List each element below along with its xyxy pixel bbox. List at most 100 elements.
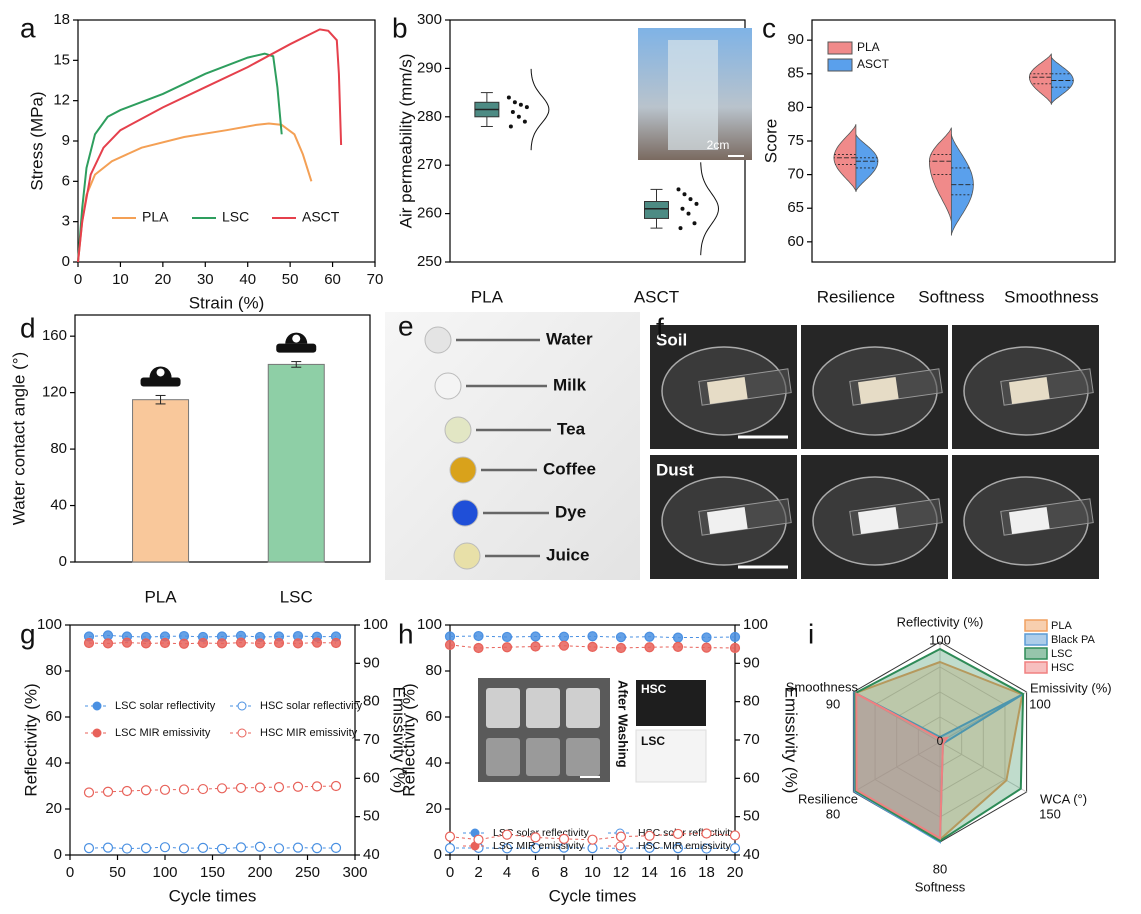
legend-marker bbox=[92, 728, 102, 738]
y-axis-title: Reflectivity (%) bbox=[21, 683, 40, 796]
legend-marker bbox=[615, 841, 625, 851]
data-point bbox=[644, 642, 655, 653]
data-point bbox=[330, 842, 342, 853]
y2-tick-label: 60 bbox=[743, 769, 760, 786]
legend-label: LSC bbox=[1051, 648, 1072, 660]
radar-axis-label: Softness bbox=[915, 879, 966, 894]
y-tick-label: 9 bbox=[62, 132, 70, 149]
category-label: Resilience bbox=[817, 287, 895, 306]
y-tick-label: 80 bbox=[787, 98, 804, 115]
data-point bbox=[644, 842, 655, 853]
bar bbox=[132, 399, 190, 563]
x-tick-label: 0 bbox=[446, 864, 454, 881]
x-tick-label: 2 bbox=[474, 864, 482, 881]
y-tick-label: 15 bbox=[53, 51, 70, 68]
y-tick-label: 100 bbox=[417, 616, 442, 633]
data-point bbox=[729, 642, 741, 654]
x-axis-title: Strain (%) bbox=[189, 293, 265, 312]
y-tick-label: 20 bbox=[45, 800, 62, 817]
inset-cup bbox=[526, 738, 560, 776]
x-tick-label: 40 bbox=[239, 271, 256, 288]
data-point bbox=[587, 631, 598, 642]
data-point bbox=[197, 783, 209, 795]
y-tick-label: 60 bbox=[787, 233, 804, 250]
y-tick-label: 160 bbox=[42, 327, 67, 344]
inset-cup bbox=[526, 688, 560, 728]
data-point bbox=[558, 833, 570, 845]
y-tick-label: 60 bbox=[425, 708, 442, 725]
data-point bbox=[512, 100, 517, 105]
legend-label: PLA bbox=[857, 40, 880, 54]
droplet-label: Water bbox=[546, 329, 593, 348]
legend-swatch bbox=[1024, 619, 1048, 632]
sample bbox=[1008, 376, 1050, 405]
y-axis-title: Air permeability (mm/s) bbox=[396, 54, 415, 229]
y-tick-label: 3 bbox=[62, 213, 70, 230]
y-tick-label: 280 bbox=[417, 108, 442, 125]
data-point bbox=[587, 842, 598, 854]
y2-tick-label: 80 bbox=[363, 693, 380, 710]
panel-letter: g bbox=[20, 618, 36, 649]
y-tick-label: 40 bbox=[50, 497, 67, 514]
droplet-label: Milk bbox=[553, 375, 587, 394]
legend-swatch bbox=[1024, 661, 1048, 674]
droplet bbox=[451, 499, 479, 527]
radar-spoke bbox=[939, 741, 1027, 793]
y-axis-title: Score bbox=[761, 119, 780, 163]
data-point bbox=[692, 221, 697, 226]
legend-label: LSC bbox=[222, 209, 249, 225]
y2-tick-label: 70 bbox=[743, 731, 760, 748]
data-point bbox=[644, 830, 655, 841]
data-point bbox=[506, 95, 511, 100]
distribution-curve bbox=[700, 162, 720, 256]
photo-annotation: 2cm bbox=[707, 138, 730, 152]
x-tick-label: 200 bbox=[247, 864, 272, 881]
box-body bbox=[644, 201, 669, 219]
data-point bbox=[197, 637, 209, 649]
data-point bbox=[558, 640, 570, 651]
data-point bbox=[473, 642, 484, 654]
data-point bbox=[524, 105, 529, 110]
data-point bbox=[615, 831, 627, 842]
y-tick-label: 0 bbox=[59, 553, 67, 570]
y-tick-label: 12 bbox=[53, 92, 70, 109]
y-tick-label: 250 bbox=[417, 253, 442, 270]
sample bbox=[857, 506, 899, 535]
radar-area bbox=[855, 692, 950, 841]
panel-letter: e bbox=[398, 310, 414, 341]
data-point bbox=[694, 201, 699, 206]
data-point bbox=[688, 197, 693, 202]
data-point bbox=[121, 843, 133, 854]
droplet-icon-eye bbox=[292, 334, 301, 343]
y2-tick-label: 100 bbox=[363, 616, 388, 633]
data-point bbox=[615, 632, 627, 643]
y-tick-label: 90 bbox=[787, 31, 804, 48]
x-tick-label: 250 bbox=[295, 864, 320, 881]
data-point bbox=[235, 637, 247, 648]
data-point bbox=[522, 119, 527, 124]
data-point bbox=[273, 782, 285, 793]
legend-marker bbox=[237, 701, 247, 711]
violin-half bbox=[1029, 53, 1052, 105]
x-tick-label: 0 bbox=[66, 864, 74, 881]
radar-max-label: 80 bbox=[826, 806, 840, 821]
x-tick-label: 300 bbox=[342, 864, 367, 881]
data-point bbox=[330, 780, 342, 792]
x-tick-label: 50 bbox=[109, 864, 126, 881]
data-point bbox=[672, 632, 684, 643]
radar-axis-label: Smoothness bbox=[786, 679, 859, 694]
radar-max-label: 150 bbox=[1039, 806, 1061, 821]
data-point bbox=[530, 842, 541, 854]
y-tick-label: 290 bbox=[417, 59, 442, 76]
y2-tick-label: 50 bbox=[743, 808, 760, 825]
y2-axis-title: Emissivity (%) bbox=[782, 687, 801, 794]
y-tick-label: 18 bbox=[53, 11, 70, 28]
data-point bbox=[501, 829, 513, 840]
y2-tick-label: 40 bbox=[743, 846, 760, 863]
y-tick-label: 20 bbox=[425, 800, 442, 817]
panel-letter: f bbox=[656, 312, 664, 343]
data-point bbox=[235, 782, 247, 794]
legend-label: ASCT bbox=[302, 209, 340, 225]
photo-label: Dust bbox=[656, 460, 694, 479]
data-point bbox=[444, 831, 456, 842]
